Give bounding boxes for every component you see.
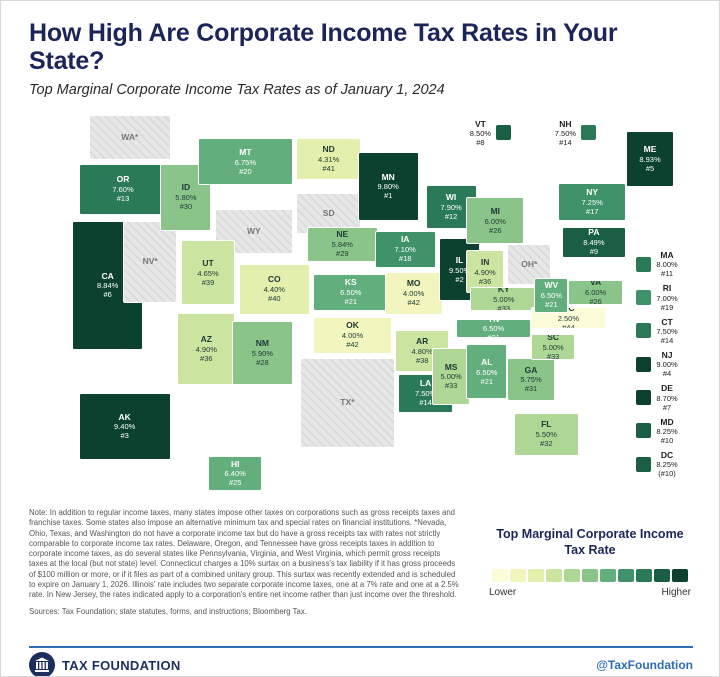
header: How High Are Corporate Income Tax Rates …	[1, 1, 719, 98]
state-color-swatch	[636, 423, 652, 439]
state-tile-al: AL 6.50% #21	[466, 344, 508, 400]
state-tile-me: ME 8.93% #5	[626, 130, 674, 188]
legend-swatch	[528, 569, 544, 583]
state-tile-ut: UT 4.65% #39	[180, 240, 236, 305]
state-label-nh: NH 7.50% #14	[554, 118, 597, 147]
state-tile-va: VA 6.00% #26	[568, 279, 623, 305]
state-tile-wa: WA*	[89, 114, 171, 160]
state-tile-mt: MT 6.75% #20	[197, 138, 293, 186]
legend-swatch	[492, 569, 508, 583]
state-label-vt: VT 8.50% #8	[469, 118, 512, 147]
state-color-swatch	[636, 256, 652, 272]
state-color-swatch	[636, 356, 652, 372]
legend: Top Marginal Corporate Income Tax Rate L…	[485, 527, 695, 598]
state-label-nj: NJ 9.00% #4	[636, 350, 678, 379]
state-label-text: DE 8.70% #7	[656, 383, 678, 412]
state-tile-az: AZ 4.90% #36	[177, 312, 236, 386]
state-tile-mn: MN 9.80% #1	[357, 152, 419, 221]
page-title: How High Are Corporate Income Tax Rates …	[29, 19, 618, 75]
twitter-handle[interactable]: @TaxFoundation	[596, 658, 693, 672]
state-tile-id: ID 5.80% #30	[160, 163, 212, 231]
legend-swatch	[618, 569, 634, 583]
state-label-dc: DC 8.25% (#10)	[636, 450, 678, 479]
page-subtitle: Top Marginal Corporate Income Tax Rates …	[29, 82, 445, 98]
state-tile-ks: KS 6.50% #21	[313, 273, 389, 311]
state-label-text: NJ 9.00% #4	[656, 350, 678, 379]
state-tile-ny: NY 7.25% #17	[558, 183, 627, 221]
state-tile-mi: MI 6.00% #26	[466, 197, 525, 245]
note-text: Note: In addition to regular income taxe…	[29, 508, 459, 600]
state-tile-ms: MS 5.00% #33	[432, 348, 470, 405]
state-tile-tn: TN6.50%#21	[456, 318, 531, 339]
state-tile-mo: MO 4.00% #42	[384, 271, 443, 315]
tax-foundation-logo-icon	[29, 652, 55, 676]
state-label-ri: RI 7.00% #19	[636, 283, 678, 312]
legend-swatch	[510, 569, 526, 583]
state-label-text: DC 8.25% (#10)	[656, 450, 678, 479]
state-color-swatch	[636, 389, 652, 405]
state-label-ma: MA 8.00% #11	[636, 250, 678, 279]
state-tile-ne: NE 5.84% #29	[306, 226, 378, 262]
state-tile-nm: NM 5.90% #28	[231, 320, 293, 386]
state-tile-wv: WV 6.50% #21	[534, 277, 569, 313]
state-tile-ky: KY 5.00% #33	[469, 287, 538, 311]
state-tile-sc: SC 5.00% #33	[531, 334, 576, 360]
state-label-text: NH 7.50% #14	[554, 118, 577, 147]
legend-labels: Lower Higher	[485, 587, 695, 598]
state-label-text: VT 8.50% #8	[469, 118, 492, 147]
state-label-ct: CT 7.50% #14	[636, 316, 678, 345]
legend-title: Top Marginal Corporate Income Tax Rate	[496, 527, 684, 557]
legend-swatch	[600, 569, 616, 583]
legend-swatch	[546, 569, 562, 583]
state-tile-nv: NV*	[123, 220, 178, 304]
state-label-text: CT 7.50% #14	[656, 316, 678, 345]
state-color-swatch	[636, 323, 652, 339]
state-tile-ok: OK 4.00% #42	[313, 316, 392, 354]
us-choropleth-map: WA* OR 7.60% #13 CA 8.84% #6 NV* ID 5.80% #30 MT 6.7…	[21, 109, 701, 501]
state-color-swatch	[636, 290, 652, 306]
legend-swatch	[672, 569, 688, 583]
brand-name: TAX FOUNDATION	[62, 657, 181, 673]
state-tile-ia: IA 7.10% #18	[374, 230, 436, 268]
state-color-swatch	[636, 456, 652, 472]
state-tile-tx: TX*	[299, 357, 395, 449]
state-tile-nd: ND 4.31% #41	[296, 138, 361, 180]
state-tile-in: IN 4.90% #36	[466, 250, 504, 294]
brand: TAX FOUNDATION	[29, 652, 181, 676]
legend-swatch	[654, 569, 670, 583]
legend-gradient-bar	[485, 569, 695, 583]
state-tile-or: OR 7.60% #13	[78, 163, 168, 215]
state-label-text: MA 8.00% #11	[656, 250, 678, 279]
state-tile-co: CO 4.40% #40	[238, 263, 310, 315]
state-color-swatch	[581, 125, 597, 141]
legend-swatch	[564, 569, 580, 583]
legend-higher-label: Higher	[661, 587, 691, 599]
state-tile-fl: FL 5.50% #32	[514, 412, 579, 456]
legend-swatch	[636, 569, 652, 583]
state-label-text: RI 7.00% #19	[656, 283, 678, 312]
state-tile-ga: GA 5.75% #31	[507, 357, 555, 402]
state-label-md: MD 8.25% #10	[636, 416, 678, 445]
footer-divider	[29, 646, 693, 648]
state-color-swatch	[496, 125, 512, 141]
state-label-de: DE 8.70% #7	[636, 383, 678, 412]
state-tile-ak: AK 9.40% #3	[78, 393, 171, 460]
footnote-block: Note: In addition to regular income taxe…	[29, 508, 459, 623]
footer: TAX FOUNDATION @TaxFoundation	[29, 652, 693, 676]
state-tile-pa: PA 8.49% #9	[561, 226, 627, 258]
state-tile-hi: HI 6.40% #25	[208, 455, 263, 492]
legend-swatch	[582, 569, 598, 583]
state-label-text: MD 8.25% #10	[656, 416, 678, 445]
legend-lower-label: Lower	[489, 587, 517, 599]
sources-text: Sources: Tax Foundation; state statutes,…	[29, 606, 307, 616]
